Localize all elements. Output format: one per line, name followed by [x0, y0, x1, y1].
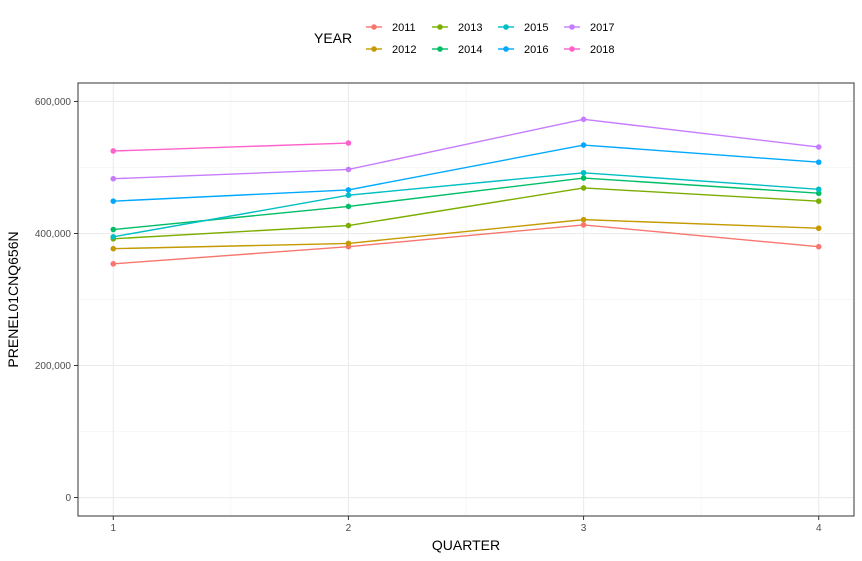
data-point — [110, 261, 117, 267]
series-line-2017 — [113, 118, 819, 180]
legend-item-2016: 2016 — [498, 44, 548, 56]
data-point — [345, 166, 352, 173]
legend-title: YEAR — [314, 30, 352, 46]
series-line-2014 — [113, 177, 819, 231]
legend-key-point — [503, 24, 509, 30]
y-tick-label: 400,000 — [35, 229, 72, 240]
x-tick-label: 1 — [110, 523, 116, 534]
data-point — [580, 216, 587, 223]
data-point — [580, 185, 587, 191]
legend-key-point — [437, 24, 443, 30]
legend-label: 2013 — [458, 22, 482, 34]
data-point — [345, 222, 352, 229]
legend-label: 2011 — [392, 22, 416, 34]
data-point — [815, 190, 822, 197]
data-point — [345, 140, 352, 146]
data-point — [815, 144, 822, 150]
series-line-2011 — [113, 224, 819, 265]
legend-key-point — [569, 46, 575, 52]
legend-key-point — [371, 46, 377, 52]
series-2017 — [110, 116, 822, 182]
y-axis-title: PRENEL01CNQ656N — [5, 231, 21, 367]
data-point — [815, 243, 822, 250]
legend-item-2017: 2017 — [564, 22, 614, 34]
x-tick-label: 3 — [581, 523, 587, 534]
legend-key-point — [569, 24, 575, 30]
legend-item-2012: 2012 — [366, 44, 416, 56]
y-tick-label: 0 — [65, 493, 71, 504]
series-line-2012 — [113, 218, 819, 250]
legend-key-point — [371, 24, 377, 30]
data-point — [110, 148, 117, 154]
data-point — [110, 245, 117, 252]
legend-label: 2015 — [524, 22, 548, 34]
panel-border — [77, 82, 855, 517]
x-axis-title: QUARTER — [432, 537, 500, 553]
data-point — [580, 116, 587, 123]
series-2018 — [110, 140, 352, 154]
legend-label: 2014 — [458, 44, 482, 56]
data-point — [345, 187, 352, 193]
legend: YEAR 2011 2012 2013 2014 2015 2016 2017 2018 — [314, 22, 614, 56]
legend-label: 2018 — [590, 44, 614, 56]
series-line-2013 — [113, 187, 819, 240]
series-2016 — [110, 142, 822, 204]
data-point — [580, 175, 587, 181]
data-point — [110, 226, 117, 233]
legend-item-2018: 2018 — [564, 44, 614, 56]
legend-item-2011: 2011 — [366, 22, 416, 34]
y-tick-label: 200,000 — [35, 361, 72, 372]
data-point — [345, 240, 352, 247]
data-point — [110, 233, 117, 240]
data-point — [815, 225, 822, 232]
series-2014 — [110, 175, 822, 233]
x-tick-label: 4 — [816, 523, 822, 534]
data-point — [345, 192, 352, 199]
data-point — [345, 203, 352, 210]
series-line-2015 — [113, 172, 819, 238]
data-point — [815, 159, 822, 166]
legend-item-2015: 2015 — [498, 22, 548, 34]
y-tick-label: 600,000 — [35, 97, 72, 108]
x-tick-label: 2 — [346, 523, 352, 534]
legend-item-2014: 2014 — [432, 44, 482, 56]
series-2015 — [110, 169, 822, 240]
axes: 1 2 3 4 0 200,000 400,000 600,000 — [35, 97, 822, 534]
data-point — [110, 198, 117, 204]
series-line-2018 — [113, 142, 349, 152]
legend-label: 2017 — [590, 22, 614, 34]
legend-key-point — [503, 46, 509, 52]
data-point — [580, 169, 587, 176]
legend-label: 2012 — [392, 44, 416, 56]
legend-label: 2016 — [524, 44, 548, 56]
data-point — [580, 222, 587, 228]
major-gridlines — [78, 83, 854, 516]
data-point — [110, 175, 117, 182]
series-2012 — [110, 216, 822, 252]
data-point — [815, 186, 822, 193]
legend-item-2013: 2013 — [432, 22, 482, 34]
series-line-2016 — [113, 144, 819, 202]
data-point — [815, 198, 822, 204]
legend-key-point — [437, 46, 443, 52]
data-point — [580, 142, 587, 148]
series-layer — [110, 116, 822, 267]
